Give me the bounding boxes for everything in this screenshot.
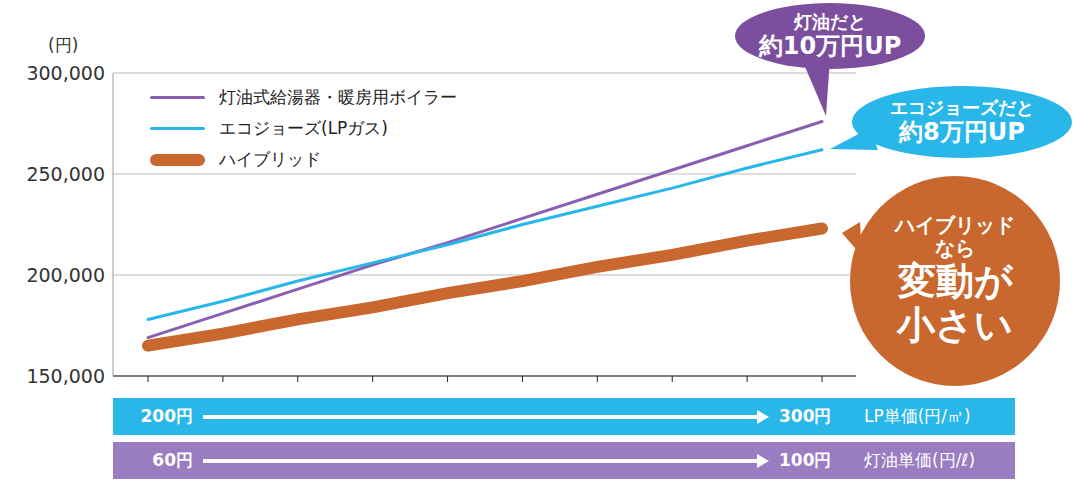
html-text:300円: 300円 (779, 406, 832, 426)
html-text:変動が: 変動が (897, 259, 1013, 304)
html-text:ハイブリッド: ハイブリッド (895, 213, 1015, 238)
html-text:60円: 60円 (152, 450, 193, 470)
html-text:灯油式給湯器・暖房用ボイラー: 灯油式給湯器・暖房用ボイラー (219, 87, 457, 107)
html-text:灯油だと: 灯油だと (794, 10, 866, 32)
html-text:小さい: 小さい (897, 303, 1013, 347)
html-text:エコジョーズだと: エコジョーズだと (890, 96, 1034, 118)
html-text:エコジョーズ(LPガス): エコジョーズ(LPガス) (219, 118, 388, 138)
html-text:灯油単価(円/ℓ): 灯油単価(円/ℓ) (864, 450, 975, 470)
html-text:(円): (円) (48, 35, 79, 55)
html-text:100円: 100円 (779, 450, 832, 470)
html-text:ハイブリッド: ハイブリッド (219, 149, 321, 169)
html-text:LP単価(円/㎥): LP単価(円/㎥) (864, 406, 971, 426)
html-text:約8万円UP: 約8万円UP (899, 117, 1025, 146)
svg-text:250,000: 250,000 (26, 163, 105, 185)
svg-text:150,000: 150,000 (26, 365, 105, 387)
html-text:なら: なら (935, 236, 975, 261)
svg-text:200,000: 200,000 (26, 264, 105, 286)
html-text:200円: 200円 (140, 406, 193, 426)
html-text:約10万円UP: 約10万円UP (758, 31, 902, 60)
svg-text:300,000: 300,000 (26, 62, 105, 84)
